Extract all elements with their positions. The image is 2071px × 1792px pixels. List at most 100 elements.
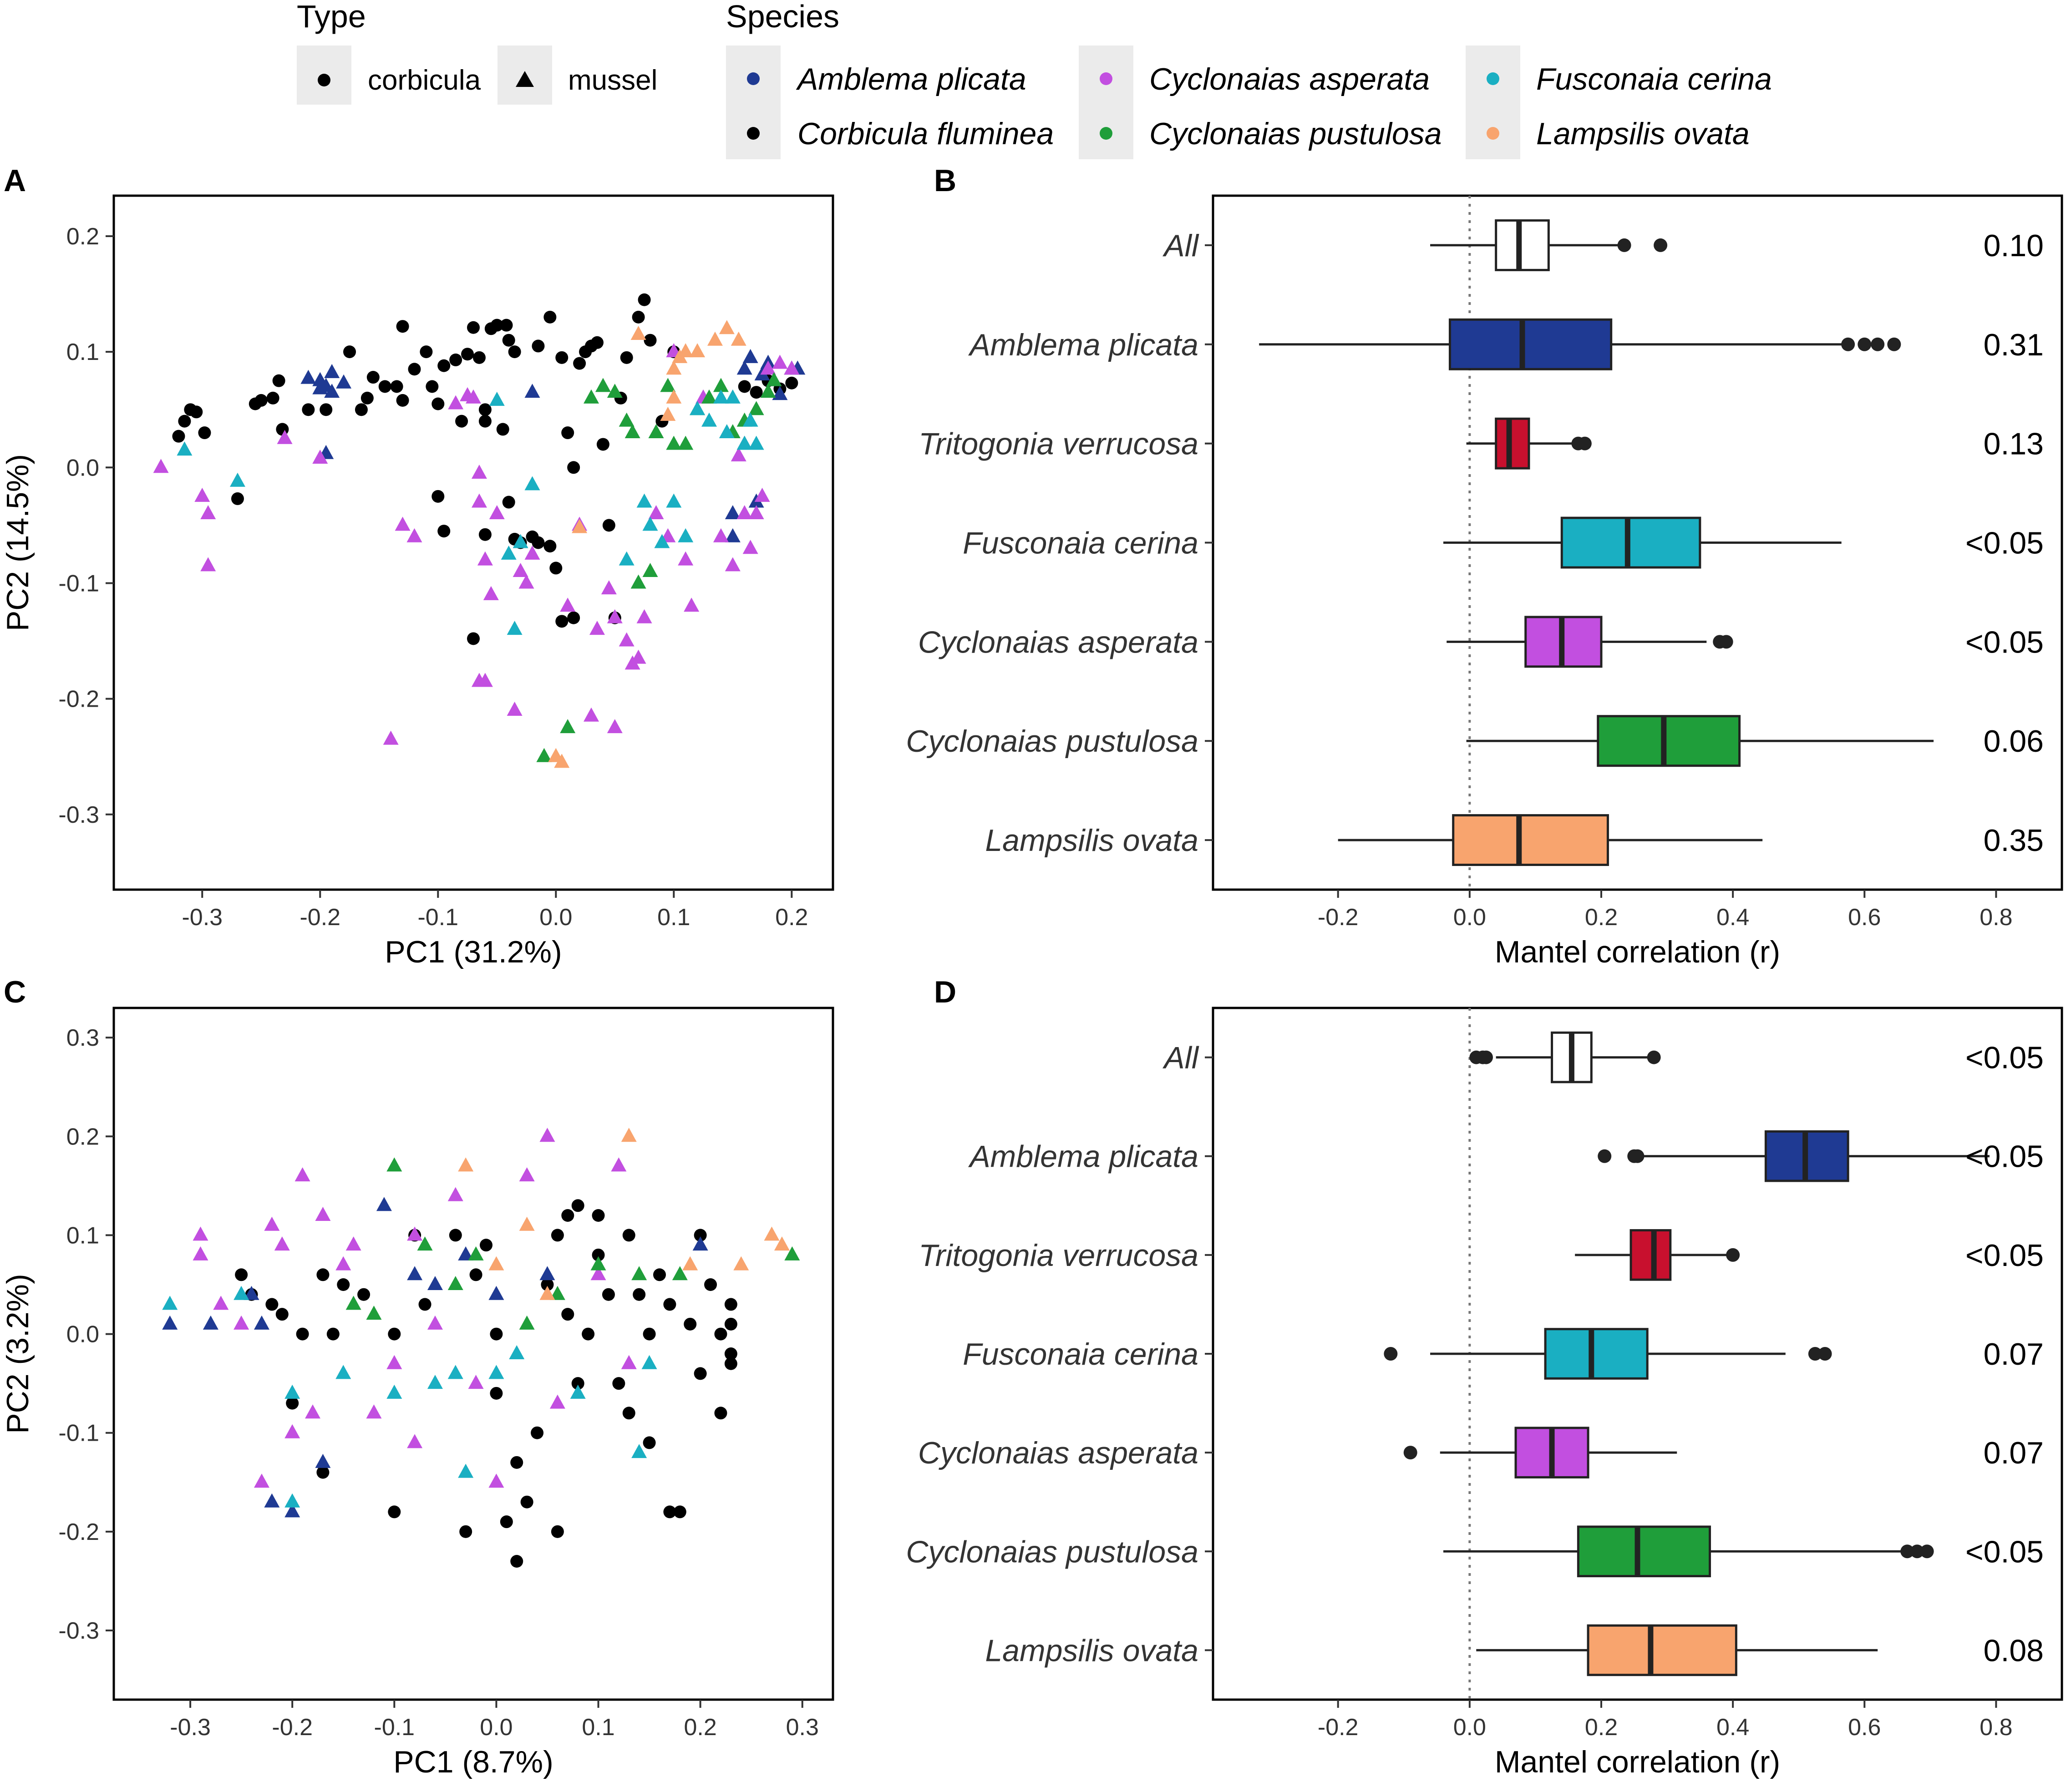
p-value-lampsilis-ovata: 0.35 [1984, 823, 2044, 858]
point-corbicula-fluminea [455, 415, 468, 428]
point-corbicula-fluminea [555, 615, 569, 628]
point-cyclonaias-pustulosa [630, 574, 646, 589]
point-cyclonaias-pustulosa [549, 1286, 565, 1300]
outlier-amblema-plicata [1858, 337, 1872, 351]
y-tick-label: 0.2 [66, 223, 99, 250]
point-cyclonaias-asperata [274, 1236, 290, 1251]
point-corbicula-fluminea [573, 357, 586, 370]
point-amblema-plicata [725, 528, 741, 542]
point-cyclonaias-asperata [153, 459, 169, 473]
point-cyclonaias-asperata [513, 563, 528, 577]
point-cyclonaias-pustulosa [648, 424, 664, 439]
point-cyclonaias-pustulosa [631, 1266, 647, 1281]
panel-d-boxplot: -0.2 0.0 0.2 0.4 0.6 0.8 Mantel correlation (r… [906, 1007, 2063, 1779]
point-fusconaia-cerina [619, 551, 634, 566]
point-cyclonaias-pustulosa [784, 1246, 800, 1260]
point-cyclonaias-asperata [584, 707, 599, 722]
point-corbicula-fluminea [467, 632, 480, 645]
point-lampsilis-ovata [733, 1256, 749, 1271]
category-label-cyclonaias-pustulosa: Cyclonaias pustulosa [906, 724, 1198, 759]
point-corbicula-fluminea [418, 1298, 431, 1311]
point-lampsilis-ovata [678, 343, 694, 358]
category-label-fusconaia-cerina: Fusconaia cerina [963, 526, 1198, 561]
point-corbicula-fluminea [724, 1298, 737, 1311]
point-corbicula-fluminea [592, 1248, 605, 1261]
outlier-amblema-plicata [1887, 337, 1901, 351]
p-value-cyclonaias-pustulosa: <0.05 [1965, 1534, 2044, 1569]
point-cyclonaias-asperata [335, 1256, 351, 1271]
outlier-all [1479, 1050, 1493, 1064]
legend: Type corbicula mussel Species Amblema pl… [297, 0, 1772, 159]
category-label-all: All [1162, 1041, 1199, 1075]
y-tick-label: 0.1 [66, 1222, 99, 1249]
point-corbicula-fluminea [785, 376, 798, 390]
point-amblema-plicata [539, 1266, 555, 1281]
point-corbicula-fluminea [388, 1505, 401, 1519]
point-cyclonaias-asperata [254, 1473, 269, 1488]
point-cyclonaias-asperata [748, 505, 764, 519]
point-corbicula-fluminea [366, 371, 380, 384]
point-corbicula-fluminea [316, 1268, 330, 1281]
category-label-cyclonaias-pustulosa: Cyclonaias pustulosa [906, 1534, 1198, 1569]
point-corbicula-fluminea [275, 1308, 289, 1321]
point-corbicula-fluminea [508, 345, 521, 359]
point-cyclonaias-pustulosa [678, 435, 694, 450]
p-value-amblema-plicata: 0.31 [1984, 328, 2044, 362]
point-cyclonaias-asperata [560, 597, 576, 612]
point-cyclonaias-pustulosa [624, 424, 640, 439]
point-fusconaia-cerina [524, 476, 540, 491]
legend-circle-icon [318, 74, 330, 86]
outlier-all [1647, 1050, 1661, 1064]
point-amblema-plicata [284, 1503, 300, 1518]
point-cyclonaias-asperata [315, 1207, 331, 1221]
point-corbicula-fluminea [357, 1288, 371, 1301]
point-corbicula-fluminea [449, 353, 462, 366]
point-fusconaia-cerina [458, 1463, 474, 1478]
point-corbicula-fluminea [555, 351, 569, 364]
point-corbicula-fluminea [663, 1298, 676, 1311]
x-tick-label: 0.2 [684, 1714, 717, 1741]
point-fusconaia-cerina [642, 516, 658, 531]
point-corbicula-fluminea [478, 528, 492, 541]
point-amblema-plicata [336, 374, 352, 389]
point-corbicula-fluminea [502, 334, 515, 347]
point-cyclonaias-pustulosa [417, 1236, 433, 1251]
point-corbicula-fluminea [420, 345, 433, 359]
point-cyclonaias-asperata [483, 586, 499, 600]
point-corbicula-fluminea [378, 380, 391, 393]
outlier-all [1617, 238, 1631, 252]
point-fusconaia-cerina [713, 389, 729, 404]
point-cyclonaias-asperata [539, 1128, 555, 1142]
point-amblema-plicata [427, 1276, 443, 1290]
x-tick-label: 0.3 [786, 1714, 819, 1741]
plot-frame [112, 1007, 834, 1701]
point-fusconaia-cerina [488, 1365, 504, 1379]
point-corbicula-fluminea [620, 351, 633, 364]
point-cyclonaias-asperata [477, 551, 493, 566]
point-cyclonaias-asperata [448, 395, 464, 410]
legend-type-title: Type [297, 0, 366, 34]
outlier-tritogonia-verrucosa [1578, 436, 1592, 451]
point-fusconaia-cerina [641, 1355, 657, 1369]
point-cyclonaias-pustulosa [519, 1315, 535, 1330]
point-corbicula-fluminea [551, 1525, 564, 1538]
point-fusconaia-cerina [284, 1384, 300, 1399]
point-corbicula-fluminea [431, 397, 445, 410]
point-corbicula-fluminea [638, 293, 651, 306]
point-cyclonaias-asperata [524, 545, 540, 560]
point-fusconaia-cerina [666, 493, 682, 508]
point-cyclonaias-asperata [518, 574, 534, 589]
point-corbicula-fluminea [714, 1407, 727, 1420]
x-tick-label: 0.0 [1453, 904, 1486, 931]
legend-swatch-corbicula [747, 127, 760, 140]
point-corbicula-fluminea [622, 1407, 635, 1420]
category-label-lampsilis-ovata: Lampsilis ovata [985, 1633, 1198, 1668]
point-corbicula-fluminea [360, 391, 374, 405]
point-cyclonaias-pustulosa [468, 1246, 484, 1260]
x-tick-label: 0.2 [1585, 904, 1618, 931]
point-cyclonaias-asperata [621, 1355, 637, 1369]
point-corbicula-fluminea [549, 562, 563, 575]
point-amblema-plicata [736, 360, 752, 375]
point-corbicula-fluminea [502, 496, 515, 509]
point-corbicula-fluminea [520, 1495, 533, 1509]
